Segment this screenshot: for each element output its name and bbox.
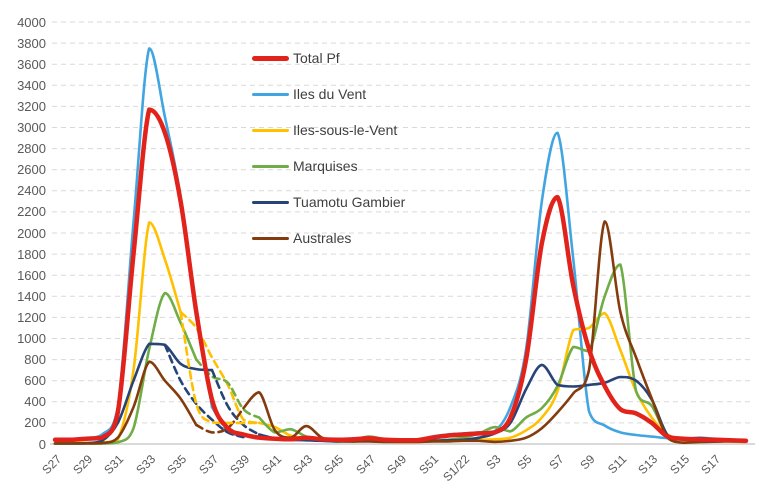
legend-line-swatch: [252, 92, 289, 96]
legend-item-iles-sous-le-vent: Iles-sous-le-Vent: [252, 112, 405, 148]
series-line-australes-estimated: [195, 406, 245, 434]
estimate-branch-iles-sous-le-vent: [179, 310, 261, 425]
y-axis-label: 3000: [17, 120, 46, 135]
y-axis-label: 3600: [17, 56, 46, 72]
y-axis-label: 1400: [17, 288, 46, 304]
legend-line-swatch: [252, 200, 289, 204]
legend-label: Total Pf: [293, 50, 340, 66]
y-axis-label: 1600: [17, 267, 46, 283]
legend-item-marquises: Marquises: [252, 148, 405, 184]
chart-legend: Total Pf Iles du Vent Iles-sous-le-Vent Mar…: [252, 40, 405, 256]
legend-label: Tuamotu Gambier: [293, 194, 406, 210]
y-axis-label: 400: [24, 394, 46, 410]
legend-label: Iles du Vent: [293, 86, 367, 102]
y-axis-label: 600: [24, 373, 46, 389]
y-axis-label: 3200: [17, 98, 46, 114]
y-axis-label: 800: [24, 352, 46, 368]
y-axis-label: 2400: [17, 183, 46, 199]
legend-label: Marquises: [293, 158, 358, 174]
legend-item-iles-du-vent: Iles du Vent: [252, 76, 405, 112]
y-axis-label: 4000: [17, 14, 46, 30]
legend-item-tuamotu-gambier: Tuamotu Gambier: [252, 184, 405, 220]
y-axis-label: 0: [38, 436, 46, 452]
legend-line-swatch: [252, 128, 289, 132]
y-axis-label: 200: [24, 415, 46, 431]
y-axis-label: 2600: [17, 162, 46, 178]
series-line-australes: [53, 360, 198, 445]
y-axis-label: 1000: [17, 331, 46, 346]
legend-line-swatch: [252, 55, 289, 61]
y-axis-label: 3800: [17, 35, 46, 51]
legend-label: Australes: [293, 230, 352, 246]
series-line-iles-sous-le-vent-estimated: [179, 310, 261, 425]
y-axis-label: 1200: [17, 309, 46, 325]
y-axis-label: 3400: [17, 77, 46, 93]
y-axis-label: 2000: [17, 225, 46, 241]
legend-label: Iles-sous-le-Vent: [293, 122, 398, 138]
y-axis-label: 2200: [17, 204, 46, 220]
legend-line-swatch: [252, 236, 289, 240]
y-axis-label: 2800: [17, 141, 46, 157]
y-axis-label: 1800: [17, 246, 46, 262]
series-line-marquises: [257, 263, 748, 444]
legend-item-australes: Australes: [252, 220, 405, 256]
estimate-branch-tuamotu-gambier: [163, 343, 245, 439]
legend-line-swatch: [252, 164, 289, 168]
legend-item-total-pf: Total Pf: [252, 40, 405, 76]
series-line-total-pf: [52, 107, 749, 444]
